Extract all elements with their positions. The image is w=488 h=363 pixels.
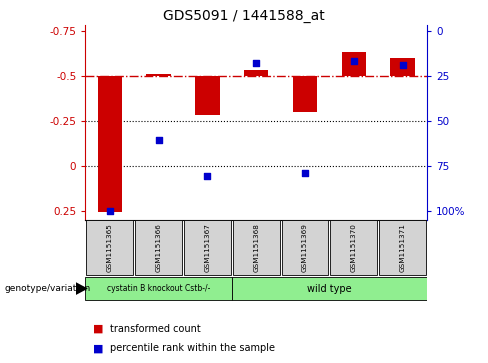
Bar <box>146 74 171 76</box>
Text: genotype/variation: genotype/variation <box>5 284 91 293</box>
Bar <box>98 76 122 212</box>
Bar <box>330 220 377 275</box>
Bar <box>390 58 415 76</box>
Bar <box>282 220 328 275</box>
Text: GSM1151367: GSM1151367 <box>204 224 210 272</box>
Point <box>350 58 358 64</box>
Text: GDS5091 / 1441588_at: GDS5091 / 1441588_at <box>163 9 325 23</box>
Polygon shape <box>76 282 88 295</box>
Bar <box>244 70 268 76</box>
Text: ■: ■ <box>93 323 103 334</box>
Text: GSM1151366: GSM1151366 <box>156 224 162 272</box>
Bar <box>379 220 426 275</box>
Point <box>301 170 309 176</box>
Point <box>252 60 260 66</box>
Text: GSM1151371: GSM1151371 <box>400 224 406 272</box>
Point <box>106 208 114 213</box>
Point <box>399 62 407 68</box>
Bar <box>184 220 231 275</box>
Bar <box>86 220 133 275</box>
Text: cystatin B knockout Cstb-/-: cystatin B knockout Cstb-/- <box>107 284 210 293</box>
Text: wild type: wild type <box>307 284 352 294</box>
Text: GSM1151370: GSM1151370 <box>351 224 357 272</box>
Point <box>203 174 211 179</box>
Text: GSM1151368: GSM1151368 <box>253 224 259 272</box>
Text: percentile rank within the sample: percentile rank within the sample <box>110 343 275 354</box>
Text: transformed count: transformed count <box>110 323 201 334</box>
Bar <box>233 220 280 275</box>
Text: ■: ■ <box>93 343 103 354</box>
Text: GSM1151369: GSM1151369 <box>302 224 308 272</box>
Point <box>155 138 163 143</box>
Bar <box>85 277 232 300</box>
Bar <box>293 76 317 112</box>
Bar <box>135 220 182 275</box>
Bar <box>195 76 220 115</box>
Bar <box>342 52 366 76</box>
Text: GSM1151365: GSM1151365 <box>107 224 113 272</box>
Bar <box>232 277 427 300</box>
